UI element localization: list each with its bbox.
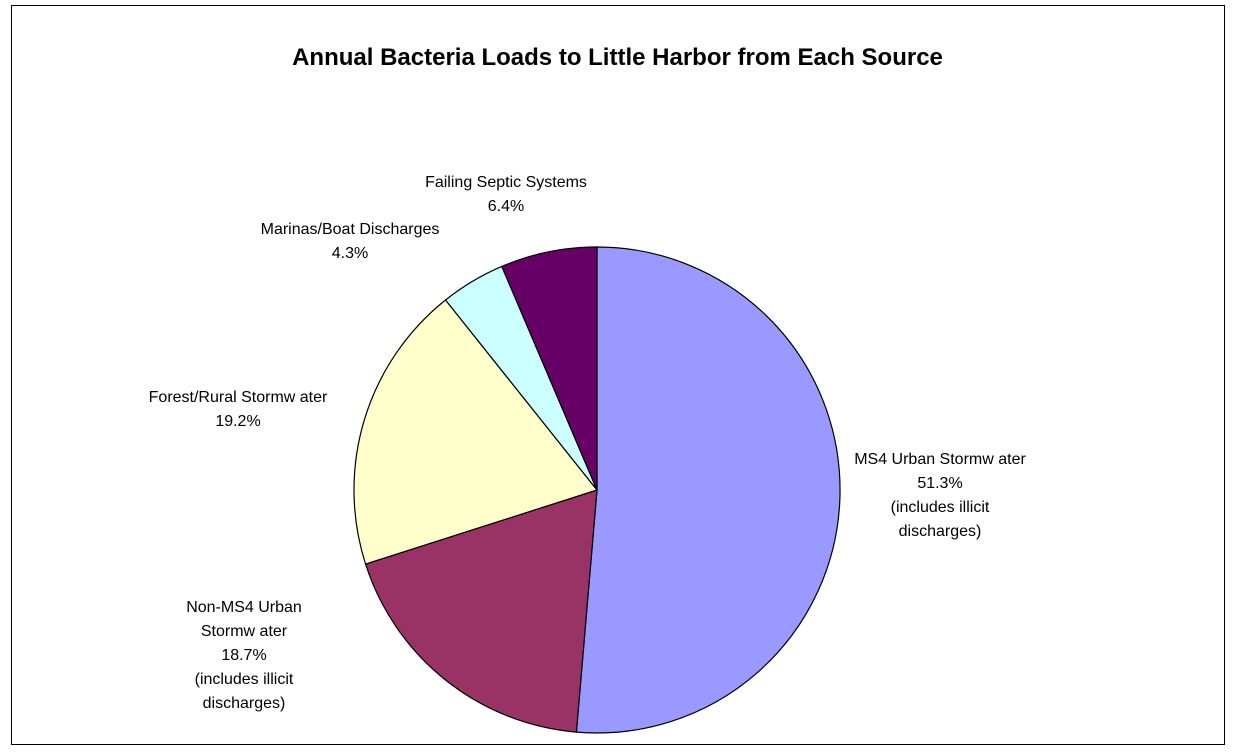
slice-label-non-ms4-urban-stormwater: Non-MS4 Urban Stormw ater 18.7% (include… (114, 596, 374, 716)
slice-label-marinas-boat-discharges: Marinas/Boat Discharges 4.3% (220, 218, 480, 266)
slice-label-value: 51.3% (917, 475, 963, 492)
slice-label-value: 18.7% (221, 647, 267, 664)
slice-label-name: MS4 Urban Stormw ater (854, 451, 1026, 468)
slice-label-value: 19.2% (215, 413, 261, 430)
slice-label-name: Stormw ater (200, 623, 288, 640)
slice-label-note: discharges) (898, 523, 982, 540)
pie-slice-failing-septic-systems (501, 246, 598, 491)
slice-label-name: Marinas/Boat Discharges (260, 221, 440, 238)
slice-label-note: (includes illicit (194, 671, 294, 688)
slice-label-failing-septic-systems: Failing Septic Systems 6.4% (376, 171, 636, 219)
slice-label-name: Forest/Rural Stormw ater (148, 389, 328, 406)
slice-label-name: Non-MS4 Urban (186, 599, 302, 616)
slice-label-value: 6.4% (487, 198, 525, 215)
slice-label-ms4-urban-stormwater: MS4 Urban Stormw ater 51.3% (includes il… (810, 448, 1070, 544)
slice-label-note: (includes illicit (890, 499, 990, 516)
slice-label-note: discharges) (202, 695, 286, 712)
pie-slice-non-ms4-urban-stormwater (364, 489, 598, 733)
pie-slice-forest-rural-stormwater (353, 299, 599, 565)
slice-label-name: Failing Septic Systems (425, 174, 587, 191)
pie-slice-ms4-urban-stormwater (575, 246, 841, 734)
slice-label-value: 4.3% (331, 245, 369, 262)
slice-label-forest-rural-stormwater: Forest/Rural Stormw ater 19.2% (108, 386, 368, 434)
chart-title: Annual Bacteria Loads to Little Harbor f… (292, 44, 943, 71)
